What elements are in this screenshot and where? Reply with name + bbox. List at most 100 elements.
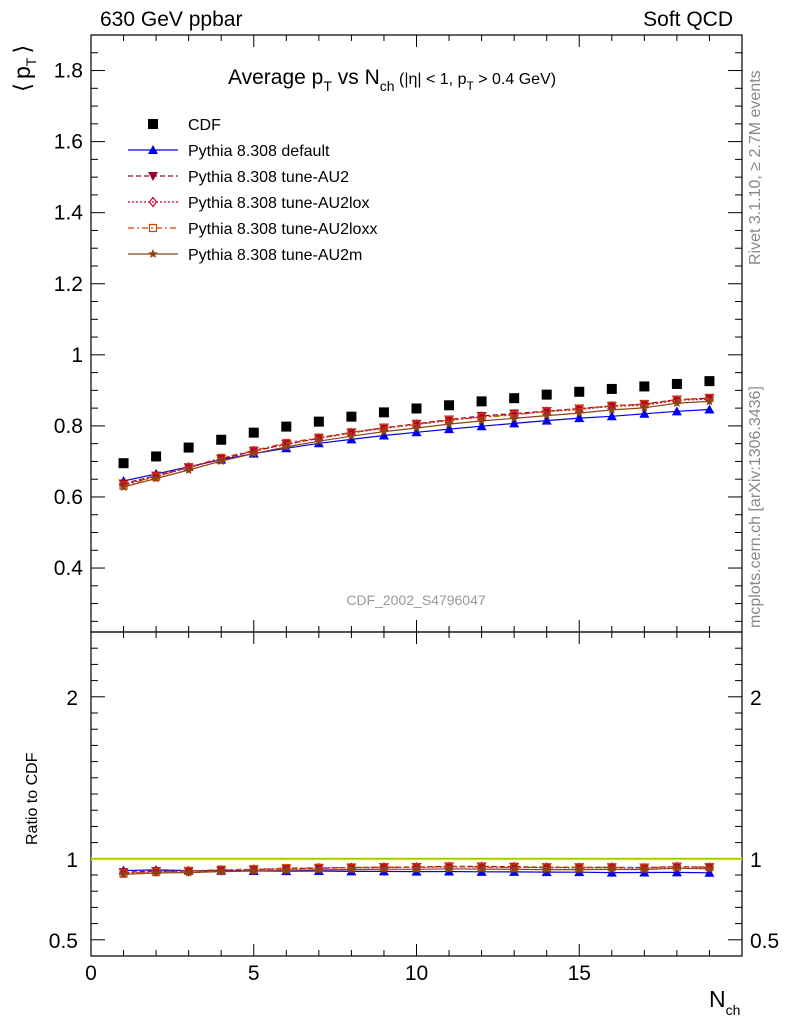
data-point xyxy=(704,376,715,387)
ratio-series-5 xyxy=(118,863,715,879)
ratio-point xyxy=(281,865,292,875)
ratio-point xyxy=(574,862,584,874)
ratio-point xyxy=(379,864,389,874)
ratio-point xyxy=(574,864,584,874)
data-point xyxy=(151,470,161,482)
ratio-point xyxy=(216,864,226,876)
y-tick-label: 0.6 xyxy=(54,486,83,509)
ratio-point xyxy=(379,862,389,873)
data-point xyxy=(444,424,455,434)
main-panel: 0.4 0.6 0.8 1 1.2 1.4 1.6 1.8 xyxy=(54,34,743,956)
legend: CDF Pythia 8.308 default Pythia 8.308 tune… xyxy=(128,117,377,264)
ratio-tick-label: 0.5 xyxy=(49,930,78,953)
legend-label: Pythia 8.308 tune-AU2loxx xyxy=(188,221,377,238)
y-tick-label: 1.2 xyxy=(54,273,83,296)
ratio-point xyxy=(640,862,649,874)
y-tick-label: 1.8 xyxy=(54,60,83,83)
data-point xyxy=(606,411,617,421)
x-tick-label: 10 xyxy=(405,962,428,985)
ratio-point xyxy=(249,866,259,876)
data-point xyxy=(509,418,520,428)
data-point xyxy=(346,411,357,422)
ratio-point xyxy=(216,866,226,876)
ratio-point xyxy=(672,861,682,873)
ratio-point xyxy=(282,863,291,875)
data-point xyxy=(607,404,617,414)
watermark: CDF_2002_S4796047 xyxy=(346,592,486,608)
data-point xyxy=(411,423,422,433)
ratio-point xyxy=(151,867,161,877)
data-point xyxy=(606,383,617,394)
data-point xyxy=(281,421,292,432)
ratio-point xyxy=(183,867,194,877)
data-point xyxy=(411,403,422,414)
ratio-point xyxy=(607,862,617,874)
ratio-point xyxy=(607,864,617,874)
data-point xyxy=(541,389,552,400)
data-point xyxy=(183,465,194,474)
data-point xyxy=(574,413,585,423)
data-point xyxy=(378,407,389,418)
ratio-point xyxy=(509,861,519,873)
data-point xyxy=(639,402,650,412)
data-point xyxy=(151,451,162,462)
ratio-point xyxy=(444,863,454,873)
ratio-tick-label: 1 xyxy=(66,849,78,872)
legend-marker xyxy=(148,119,158,129)
legend-marker xyxy=(148,196,158,208)
series-5 xyxy=(118,396,715,492)
data-point xyxy=(314,436,324,446)
ratio-point xyxy=(477,861,486,873)
data-point xyxy=(248,427,259,438)
data-point xyxy=(346,431,357,441)
legend-label: Pythia 8.308 tune-AU2 xyxy=(188,169,349,186)
data-point xyxy=(639,381,650,392)
data-point xyxy=(346,434,357,444)
ratio-point xyxy=(444,861,454,873)
ratio-tick-label: 2 xyxy=(750,687,762,710)
data-point xyxy=(704,404,715,414)
ratio-point xyxy=(412,861,421,873)
ratio-plot-frame xyxy=(90,631,743,957)
data-point xyxy=(672,398,682,408)
ratio-point xyxy=(542,862,551,874)
ratio-point xyxy=(411,864,422,874)
y-tick-label: 0.8 xyxy=(54,415,83,438)
data-point xyxy=(639,408,650,418)
chart-title: Average pT vs Nch (|η| < 1, pT > 0.4 GeV… xyxy=(228,66,556,94)
series-1 xyxy=(118,404,715,485)
series-0 xyxy=(118,376,715,469)
ratio-point xyxy=(249,864,259,876)
ratio-point xyxy=(509,864,519,874)
series-line xyxy=(123,400,710,488)
data-point xyxy=(151,473,161,483)
ratio-point xyxy=(704,863,715,873)
ratio-point xyxy=(347,862,356,874)
data-point xyxy=(541,410,552,420)
data-point xyxy=(541,415,552,425)
y-tick-label: 0.4 xyxy=(54,557,84,580)
data-point xyxy=(378,430,389,440)
y-tick-label: 1.4 xyxy=(54,202,84,225)
ratio-point xyxy=(639,864,650,874)
legend-label: Pythia 8.308 tune-AU2m xyxy=(188,247,362,264)
data-point xyxy=(704,396,715,406)
ratio-tick-label: 1 xyxy=(750,849,762,872)
data-point xyxy=(379,426,389,436)
data-point xyxy=(216,434,227,445)
x-tick-label: 5 xyxy=(248,962,260,985)
data-point xyxy=(183,442,194,453)
legend-marker xyxy=(148,145,158,154)
ratio-y-axis-label: Ratio to CDF xyxy=(24,752,41,845)
data-point xyxy=(444,419,454,429)
ratio-point xyxy=(346,864,357,874)
ratio-tick-label: 0.5 xyxy=(750,930,779,953)
ratio-point xyxy=(541,864,552,874)
data-point xyxy=(509,413,519,423)
data-point xyxy=(574,408,584,418)
ratio-point xyxy=(705,862,714,874)
legend-marker xyxy=(148,223,158,233)
ratio-point xyxy=(476,864,487,874)
ratio-point xyxy=(314,862,324,874)
